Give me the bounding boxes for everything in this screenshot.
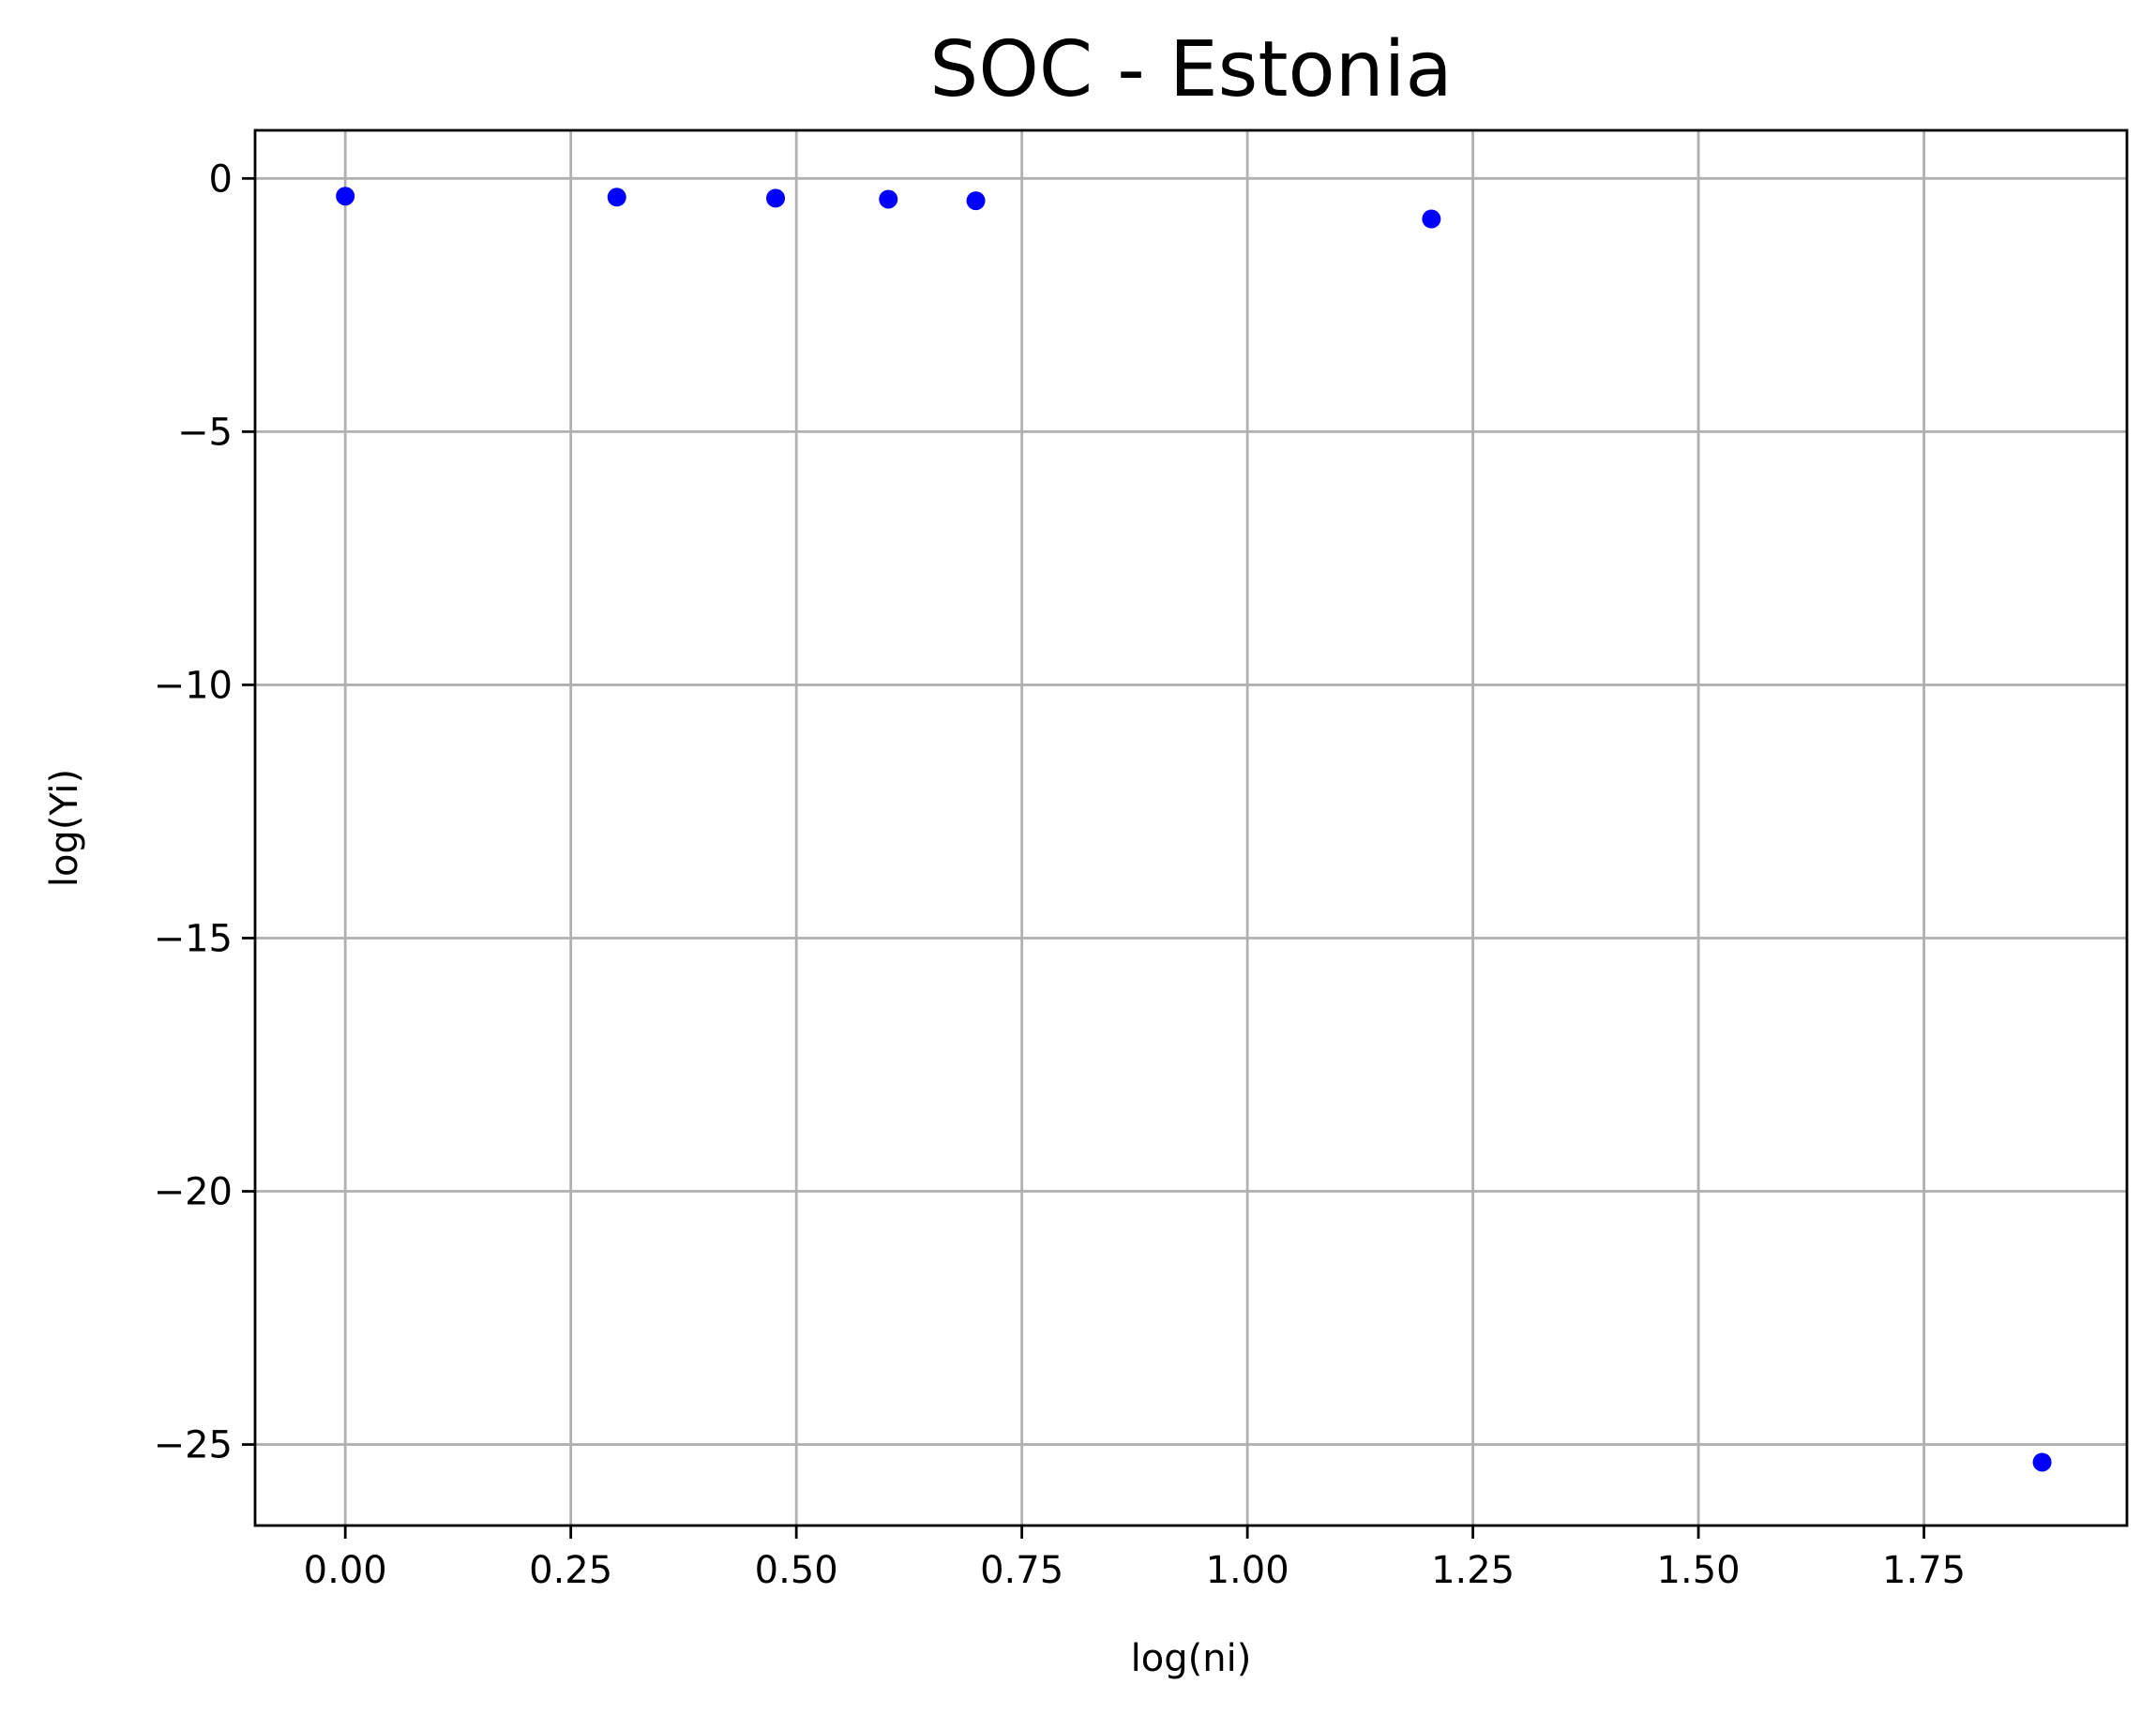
plot-frame (253, 128, 2129, 1527)
y-axis-label: log(Yi) (43, 769, 86, 887)
data-point (1422, 209, 1441, 229)
x-tick-label: 1.50 (1657, 1549, 1741, 1592)
x-tick-label: 1.75 (1882, 1549, 1966, 1592)
x-tick-label: 0.00 (304, 1549, 387, 1592)
y-tick-label: −25 (154, 1424, 233, 1467)
y-tick-label: −15 (154, 917, 233, 960)
y-tick-label: −10 (154, 664, 233, 707)
x-tick-label: 0.75 (980, 1549, 1063, 1592)
x-tick-label: 1.25 (1431, 1549, 1515, 1592)
y-axis-ticks: 0 −5 −10 −15 −20 −25 (154, 158, 255, 1467)
data-point (766, 188, 786, 208)
x-axis-label: log(ni) (1131, 1637, 1252, 1680)
y-tick-label: −5 (177, 411, 233, 454)
data-points (336, 187, 2052, 1472)
chart-title: SOC - Estonia (929, 25, 1452, 114)
data-point (2032, 1452, 2052, 1472)
grid (255, 130, 2127, 1526)
data-point (966, 191, 986, 211)
data-point (879, 189, 898, 209)
x-tick-label: 0.25 (529, 1549, 612, 1592)
y-tick-label: 0 (209, 158, 233, 201)
data-point (336, 187, 355, 206)
x-tick-label: 1.00 (1206, 1549, 1289, 1592)
x-axis-ticks: 0.00 0.25 0.50 0.75 1.00 1.25 1.50 1.75 (304, 1526, 1966, 1592)
data-point (607, 188, 626, 207)
y-tick-label: −20 (154, 1171, 233, 1214)
x-tick-label: 0.50 (755, 1549, 838, 1592)
